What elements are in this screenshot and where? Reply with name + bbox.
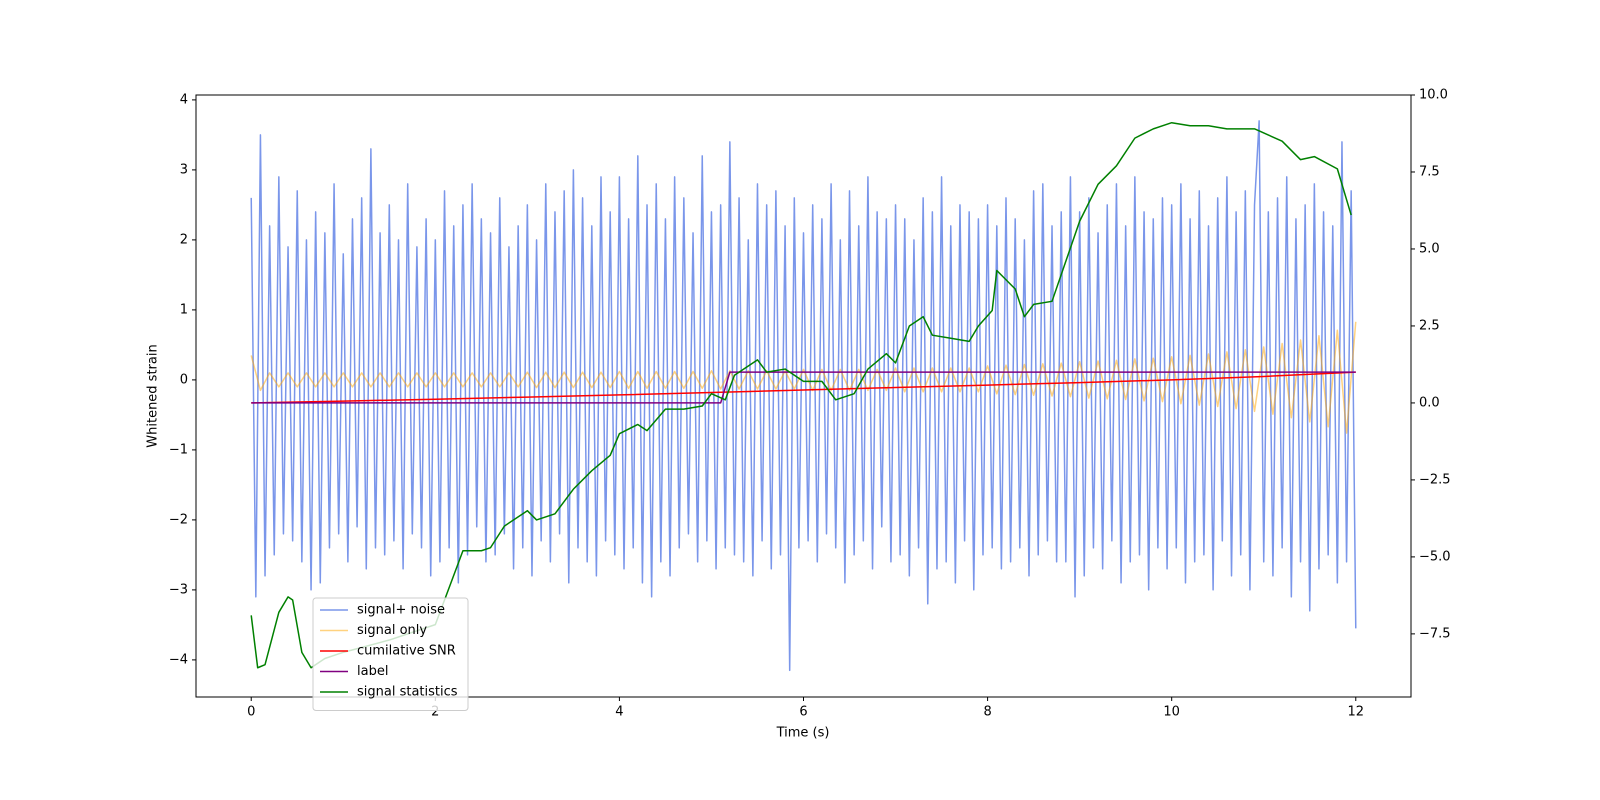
x-axis-label: Time (s): [776, 726, 830, 741]
x-tick-label: 6: [799, 705, 807, 720]
series-line: [250, 120, 1357, 672]
y-tick-label: 1: [180, 302, 188, 317]
y-tick-label: 0: [180, 372, 188, 387]
legend-label: signal+ noise: [357, 603, 445, 618]
x-tick-label: 4: [615, 705, 623, 720]
y2-tick-label: −2.5: [1419, 472, 1451, 487]
x-tick-label: 2: [431, 705, 439, 720]
x-tick-label: 12: [1347, 705, 1364, 720]
series-line: [251, 371, 1356, 404]
y2-tick-label: 5.0: [1419, 241, 1440, 256]
y2-tick-label: 10.0: [1419, 88, 1448, 103]
series-line: [251, 371, 1356, 404]
y2-tick-label: 0.0: [1419, 395, 1440, 410]
x-tick-label: 0: [247, 705, 255, 720]
legend-label: signal statistics: [357, 685, 458, 700]
y-tick-label: 2: [180, 232, 188, 247]
legend-label: signal only: [357, 623, 427, 638]
series-line: [250, 321, 1357, 434]
x-tick-label: 10: [1163, 705, 1180, 720]
y-tick-label: −2: [169, 512, 188, 527]
y2-tick-label: −7.5: [1419, 626, 1451, 641]
y-tick-label: −1: [169, 442, 188, 457]
legend: signal+ noise signal only cumilative SNR la…: [312, 597, 469, 711]
y-tick-label: −4: [169, 652, 188, 667]
legend-label: label: [357, 664, 388, 679]
y-tick-label: 4: [180, 92, 188, 107]
y-tick-label: −3: [169, 582, 188, 597]
legend-box: [312, 597, 469, 711]
y-tick-label: 3: [180, 162, 188, 177]
y2-tick-label: −5.0: [1419, 549, 1451, 564]
y2-tick-label: 2.5: [1419, 318, 1440, 333]
y-axis-label: Whitened strain: [146, 344, 161, 447]
plot-area: [250, 120, 1357, 672]
x-tick-label: 8: [983, 705, 991, 720]
legend-label: cumilative SNR: [357, 644, 456, 659]
y2-tick-label: 7.5: [1419, 164, 1440, 179]
